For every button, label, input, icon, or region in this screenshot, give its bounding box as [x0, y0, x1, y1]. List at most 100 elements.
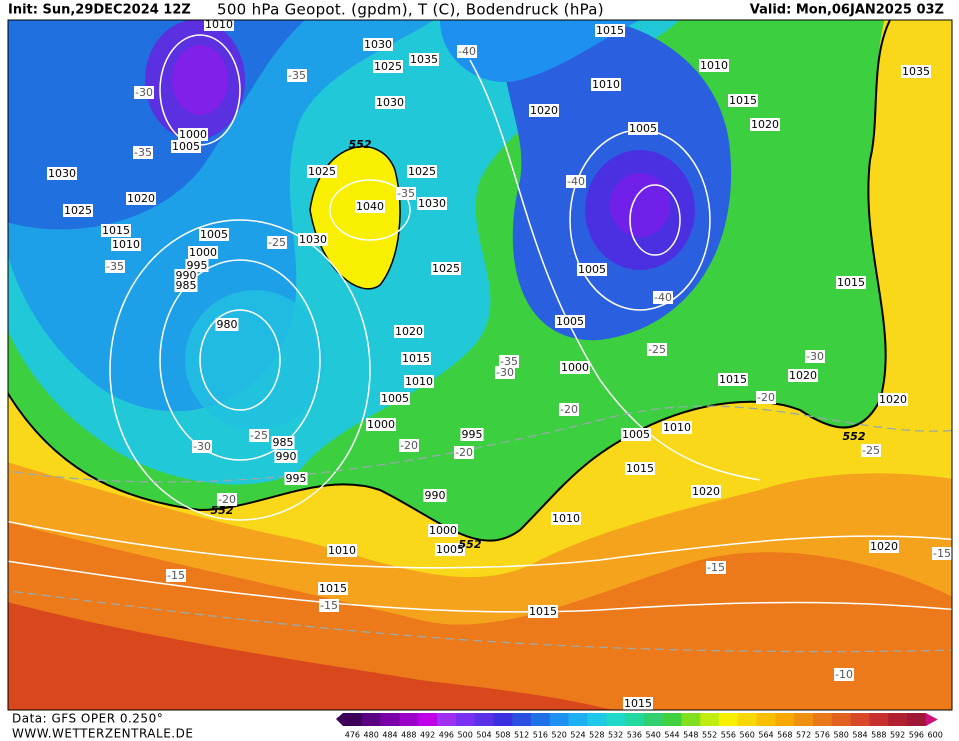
pressure-label: 1035 — [902, 65, 930, 78]
pressure-label-box — [577, 263, 607, 276]
map-title: 500 hPa Geopot. (gpdm), T (C), Bodendruc… — [217, 1, 604, 19]
colorbar-label: 600 — [928, 731, 943, 740]
pressure-label: 990 — [425, 489, 446, 502]
temperature-label: -40 — [567, 175, 585, 188]
pressure-label: 1030 — [48, 167, 76, 180]
ridge-greenland — [310, 146, 400, 289]
low-west-core — [172, 45, 228, 115]
pressure-label-box — [375, 96, 405, 109]
colorbar-cell — [888, 713, 908, 726]
pressure-label: 1015 — [402, 352, 430, 365]
pressure-label-box — [63, 204, 93, 217]
colorbar-label: 484 — [382, 731, 397, 740]
pressure-label-box — [595, 24, 625, 37]
pressure-label: 1005 — [629, 122, 657, 135]
pressure-label-box — [623, 697, 653, 710]
pressure-label: 1015 — [837, 276, 865, 289]
temperature-label-box — [249, 429, 269, 442]
colorbar-cell — [606, 713, 626, 726]
colorbar-cell — [455, 713, 475, 726]
pressure-label: 1000 — [189, 246, 217, 259]
colorbar-cell — [794, 713, 814, 726]
colorbar-label: 596 — [909, 731, 924, 740]
pressure-label: 1020 — [789, 369, 817, 382]
colorbar-cell — [587, 713, 607, 726]
pressure-label-box — [318, 582, 348, 595]
isobar — [199, 309, 281, 411]
pressure-label-box — [551, 512, 581, 525]
colorbar-label: 520 — [552, 731, 567, 740]
pressure-label-box — [836, 276, 866, 289]
colorbar-label: 492 — [420, 731, 435, 740]
colorbar-label: 592 — [890, 731, 905, 740]
colorbar-label: 580 — [834, 731, 849, 740]
pressure-label-box — [718, 373, 748, 386]
pressure-label-box — [185, 259, 209, 272]
colorbar-label: 536 — [627, 731, 642, 740]
colorbar-cell — [380, 713, 400, 726]
height-label: 552 — [349, 138, 372, 151]
pressure-label: 995 — [462, 428, 483, 441]
pressure-label-box — [271, 436, 295, 449]
colorbar-cell — [681, 713, 701, 726]
pressure-label-box — [298, 233, 328, 246]
temperature-label: -30 — [496, 366, 514, 379]
temperature-label-box — [647, 343, 667, 356]
colorbar-cell — [756, 713, 776, 726]
isobar — [159, 259, 321, 461]
pressure-label: 1020 — [870, 540, 898, 553]
temperature-label-box — [267, 236, 287, 249]
pressure-label-box — [409, 53, 439, 66]
temperature-label: -40 — [654, 291, 672, 304]
isotherm — [8, 405, 952, 483]
pressure-label-box — [355, 200, 385, 213]
colorbar-label: 480 — [364, 731, 379, 740]
isotherm — [8, 590, 952, 653]
pressure-label-box — [204, 20, 234, 31]
temperature-label-box — [499, 355, 519, 368]
temperature-label-box — [217, 493, 237, 506]
pressure-label: 1010 — [112, 238, 140, 251]
temperature-label-box — [834, 668, 854, 681]
temperature-label: -25 — [268, 236, 286, 249]
pressure-label-box — [171, 140, 201, 153]
pressure-label-box — [401, 352, 431, 365]
colorbar-label: 504 — [476, 731, 491, 740]
pressure-label-box — [901, 65, 931, 78]
pressure-label: 1000 — [429, 524, 457, 537]
ridge-east — [885, 20, 952, 360]
pressure-label: 1030 — [364, 38, 392, 51]
pressure-label: 1030 — [418, 197, 446, 210]
colorbar-label: 552 — [702, 731, 717, 740]
pressure-label-box — [621, 428, 651, 441]
temperature-label: -25 — [862, 444, 880, 457]
pressure-label: 1025 — [308, 165, 336, 178]
pressure-label: 1035 — [410, 53, 438, 66]
pressure-label-box — [101, 224, 131, 237]
pressure-label-box — [47, 167, 77, 180]
isobars — [8, 34, 952, 653]
colorbar-label: 488 — [401, 731, 416, 740]
pressure-label: 995 — [286, 472, 307, 485]
pressure-label: 1005 — [556, 315, 584, 328]
pressure-label-box — [380, 392, 410, 405]
pressure-label-box — [529, 104, 559, 117]
pressure-label: 1025 — [432, 262, 460, 275]
colorbar-cell — [775, 713, 795, 726]
pressure-label: 1040 — [356, 200, 384, 213]
pressure-label: 1015 — [596, 24, 624, 37]
pressure-label: 1010 — [328, 544, 356, 557]
temperature-label: -30 — [806, 350, 824, 363]
pressure-label-box — [869, 540, 899, 553]
colorbar-cell — [831, 713, 851, 726]
temperature-label-box — [134, 86, 154, 99]
temperature-label-box — [457, 45, 477, 58]
temperature-label-box — [559, 403, 579, 416]
colorbar-label: 496 — [439, 731, 454, 740]
pressure-label: 1005 — [200, 228, 228, 241]
temperature-label-box — [932, 547, 952, 560]
pressure-label-box — [625, 462, 655, 475]
pressure-label-box — [662, 421, 692, 434]
pressure-label-box — [174, 279, 198, 292]
